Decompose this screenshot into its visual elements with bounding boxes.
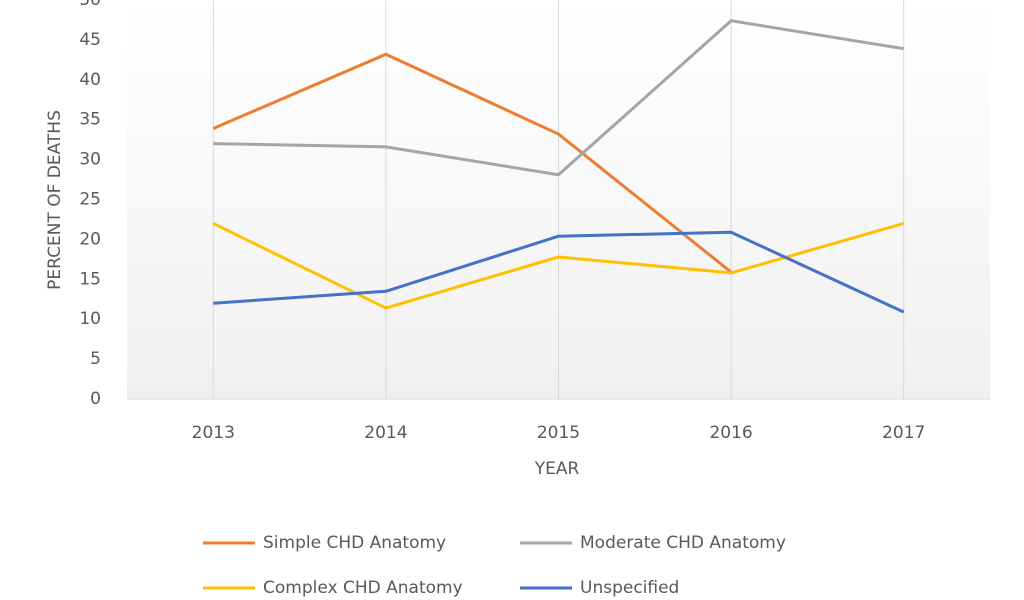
y-tick-label: 20 xyxy=(79,229,101,249)
y-tick-label: 35 xyxy=(79,110,101,130)
legend-label: Complex CHD Anatomy xyxy=(263,578,463,598)
y-tick-label: 15 xyxy=(79,269,101,289)
y-axis-title: PERCENT OF DEATHS xyxy=(45,110,65,290)
y-tick-label: 0 xyxy=(90,389,101,409)
y-tick-label: 45 xyxy=(79,30,101,50)
y-tick-label: 25 xyxy=(79,190,101,210)
series-line xyxy=(213,19,904,177)
y-tick-label: 10 xyxy=(79,309,101,329)
series-line xyxy=(212,221,905,310)
x-tick-label: 2013 xyxy=(192,423,235,443)
x-tick-label: 2015 xyxy=(537,423,580,443)
legend-label: Simple CHD Anatomy xyxy=(263,533,446,553)
legend-label: Moderate CHD Anatomy xyxy=(580,533,786,553)
x-tick-label: 2017 xyxy=(882,423,925,443)
y-tick-label: 40 xyxy=(79,70,101,90)
y-tick-label: 30 xyxy=(79,150,101,170)
series-line xyxy=(213,230,905,314)
series-line xyxy=(212,52,733,274)
y-tick-label: 5 xyxy=(90,349,101,369)
x-tick-label: 2014 xyxy=(364,423,407,443)
y-tick-label: 50 xyxy=(79,0,101,10)
x-tick-label: 2016 xyxy=(709,423,752,443)
x-axis-title: YEAR xyxy=(534,459,580,479)
legend-label: Unspecified xyxy=(580,578,679,598)
